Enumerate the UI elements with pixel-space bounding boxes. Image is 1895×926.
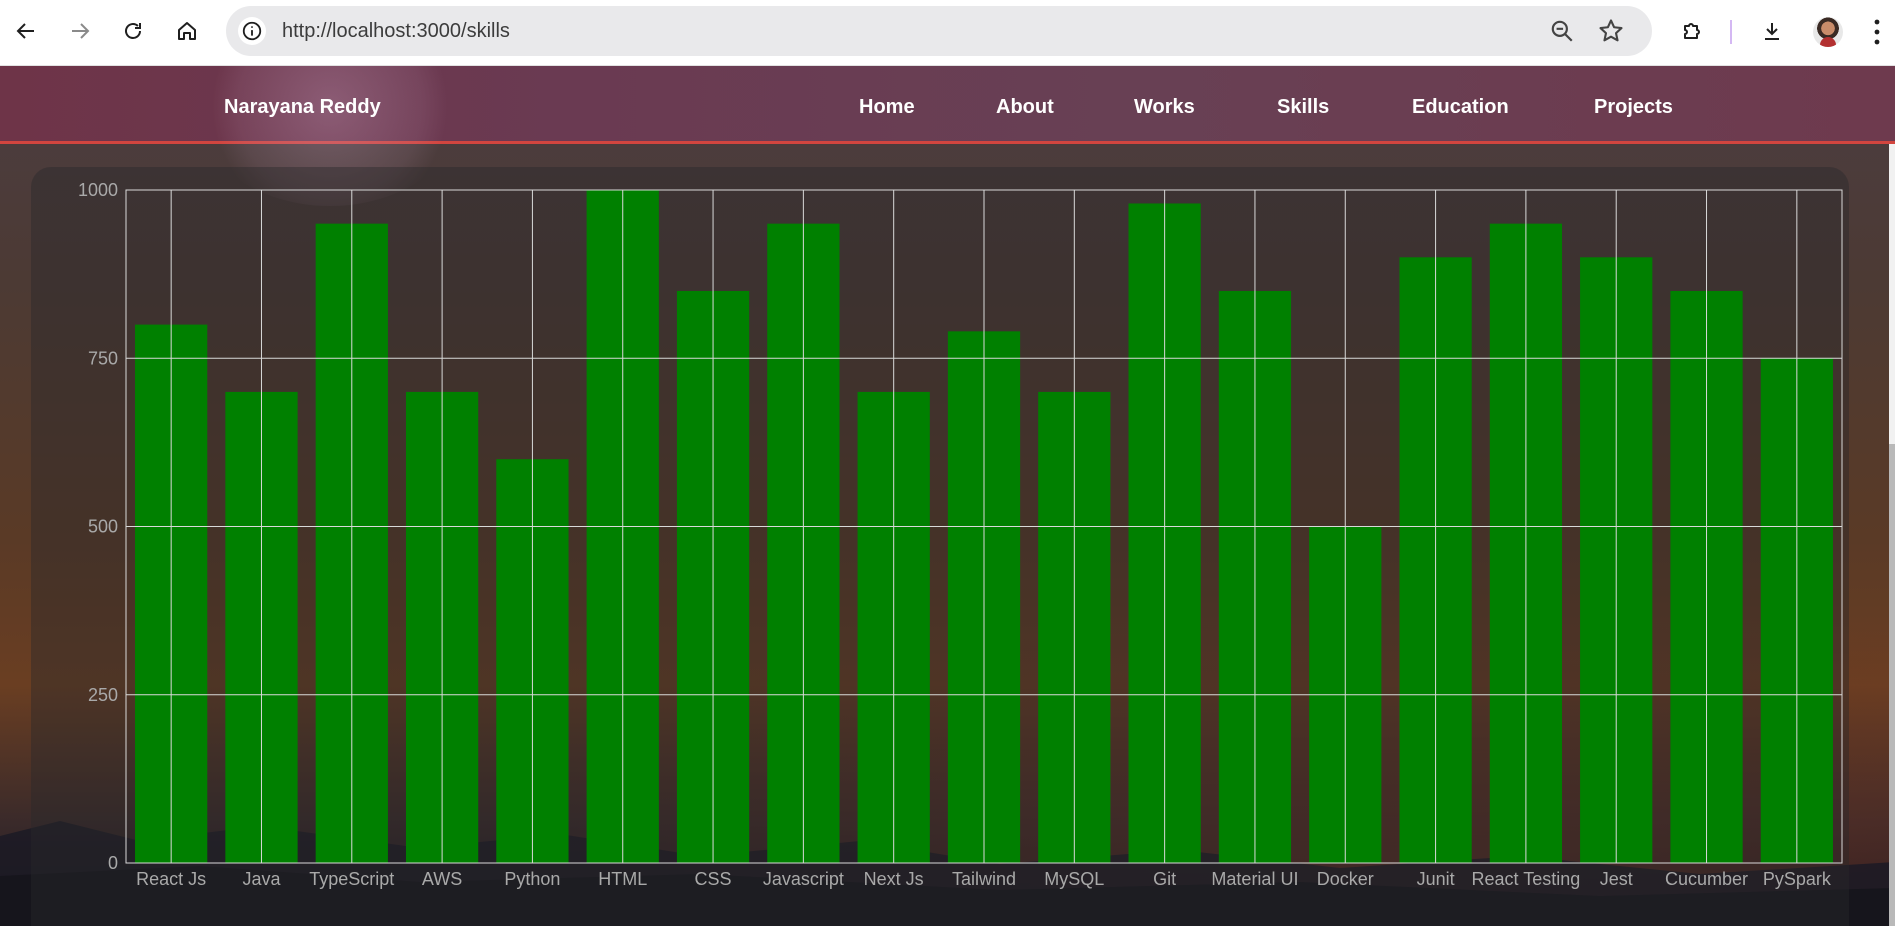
- puzzle-icon[interactable]: [1672, 13, 1712, 49]
- x-tick-label: Cucumber: [1665, 869, 1748, 889]
- nav-works[interactable]: Works: [1134, 96, 1195, 118]
- x-tick-label: Material UI: [1211, 869, 1298, 889]
- nav-skills[interactable]: Skills: [1277, 96, 1330, 118]
- y-tick-label: 1000: [78, 180, 118, 200]
- profile-avatar[interactable]: [1813, 17, 1843, 47]
- x-tick-label: React Testing: [1472, 869, 1581, 889]
- back-icon[interactable]: [6, 13, 46, 49]
- y-tick-label: 750: [88, 348, 118, 368]
- forward-icon[interactable]: [60, 13, 100, 49]
- y-tick-label: 0: [108, 853, 118, 873]
- reload-icon[interactable]: [113, 13, 153, 49]
- x-tick-label: Git: [1153, 869, 1176, 889]
- download-icon[interactable]: [1752, 13, 1792, 49]
- y-tick-label: 500: [88, 517, 118, 537]
- x-tick-label: Junit: [1417, 869, 1455, 889]
- address-bar[interactable]: http://localhost:3000/skills: [226, 6, 1652, 56]
- skills-bar-chart: 0 250 500 750 1000 React Js Java TypeScript AWS P…: [78, 180, 1843, 889]
- url-text[interactable]: http://localhost:3000/skills: [282, 20, 510, 42]
- kebab-menu-icon[interactable]: [1874, 18, 1880, 46]
- x-tick-label: MySQL: [1044, 869, 1104, 889]
- nav-home[interactable]: Home: [859, 96, 915, 118]
- x-tick-label: Jest: [1600, 869, 1633, 889]
- x-tick-label: Next Js: [864, 869, 924, 889]
- brand-name[interactable]: Narayana Reddy: [224, 96, 381, 118]
- x-tick-label: HTML: [598, 869, 647, 889]
- x-tick-label: React Js: [136, 869, 206, 889]
- info-icon[interactable]: [238, 17, 266, 45]
- page-scrollbar-thumb[interactable]: [1889, 444, 1895, 926]
- y-tick-label: 250: [88, 685, 118, 705]
- toolbar-separator: [1730, 20, 1732, 44]
- page-content: Narayana Reddy Home About Works Skills E…: [0, 66, 1895, 926]
- x-tick-label: CSS: [695, 869, 732, 889]
- nav-about[interactable]: About: [996, 96, 1054, 118]
- plot-frame: [125, 189, 1843, 864]
- x-tick-label: AWS: [422, 869, 462, 889]
- nav-education[interactable]: Education: [1412, 96, 1509, 118]
- x-tick-label: Tailwind: [952, 869, 1016, 889]
- x-tick-label: Docker: [1317, 869, 1374, 889]
- x-tick-label: PySpark: [1763, 869, 1832, 889]
- zoom-out-icon[interactable]: [1549, 18, 1575, 44]
- home-icon[interactable]: [167, 13, 207, 49]
- site-navbar: Narayana Reddy Home About Works Skills E…: [0, 66, 1895, 206]
- browser-toolbar: http://localhost:3000/skills: [0, 0, 1895, 66]
- x-tick-label: Java: [242, 869, 281, 889]
- nav-projects[interactable]: Projects: [1594, 96, 1673, 118]
- x-tick-label: TypeScript: [309, 869, 394, 889]
- x-tick-label: Python: [504, 869, 560, 889]
- star-icon[interactable]: [1597, 17, 1625, 45]
- x-tick-label: Javascript: [763, 869, 844, 889]
